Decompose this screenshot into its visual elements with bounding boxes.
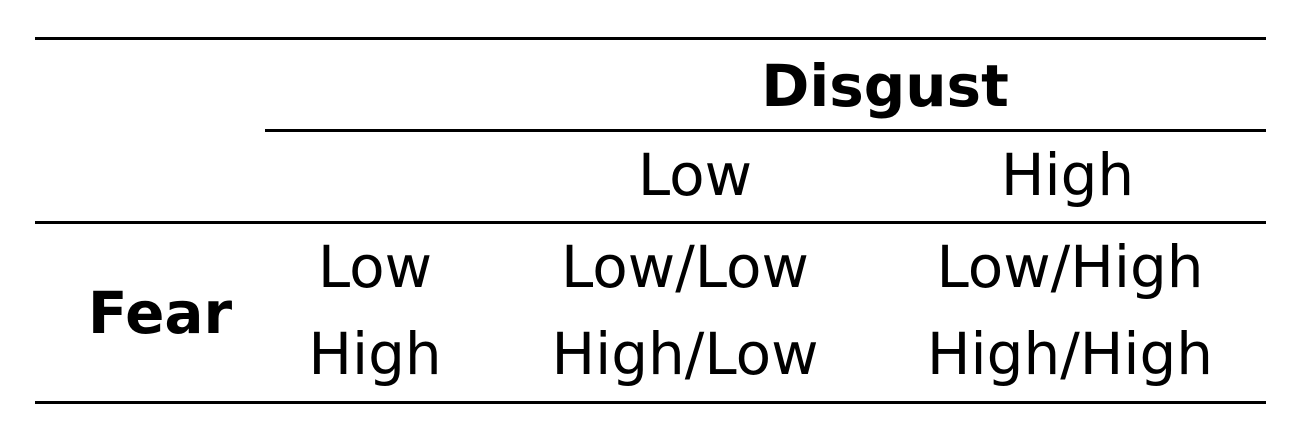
cell-low-low: Low/Low <box>561 233 809 301</box>
column-group-header: Disgust <box>761 52 1009 120</box>
row-header-low: Low <box>317 233 433 301</box>
column-header-high: High <box>1000 141 1135 209</box>
column-header-low: Low <box>637 141 753 209</box>
bottom-rule <box>35 401 1266 404</box>
row-header-high: High <box>308 320 442 388</box>
header-rule <box>35 221 1266 224</box>
column-group-rule <box>265 129 1266 132</box>
cell-low-high: Low/High <box>936 233 1204 301</box>
row-group-header: Fear <box>87 279 233 347</box>
top-rule <box>35 37 1266 40</box>
cell-high-low: High/Low <box>551 320 819 388</box>
cell-high-high: High/High <box>926 320 1214 388</box>
